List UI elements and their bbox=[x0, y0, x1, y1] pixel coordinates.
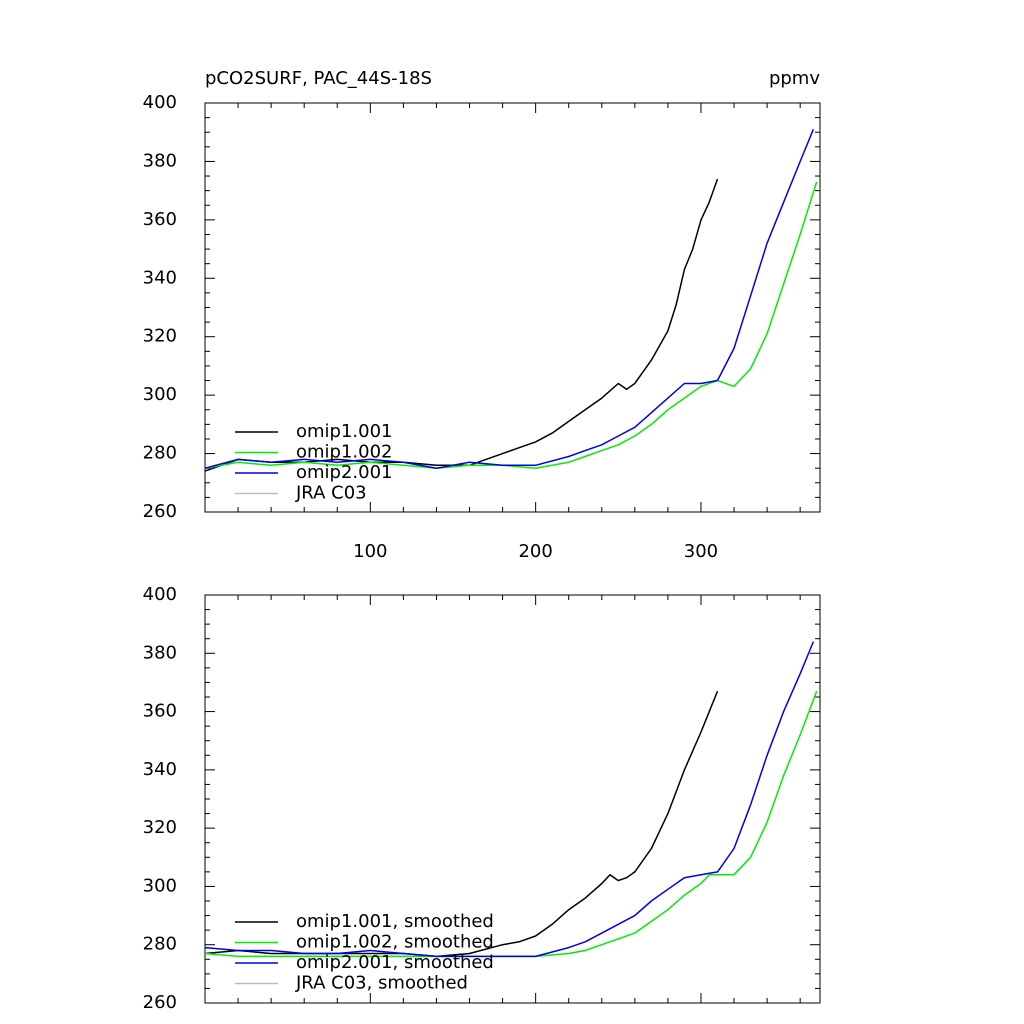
legend-entry: JRA C03, smoothed bbox=[295, 973, 468, 994]
y-tick-label: 360 bbox=[143, 701, 177, 722]
panel-bottom: 260 280 300 320 340 360 380 400 omip1.001, smoot… bbox=[143, 584, 821, 1013]
legend-entry: JRA C03 bbox=[295, 483, 367, 504]
y-tick-label: 320 bbox=[143, 817, 177, 838]
legend-entry: omip1.002 bbox=[296, 442, 393, 463]
legend-entry: omip2.001, smoothed bbox=[296, 952, 494, 973]
series-line-0 bbox=[204, 178, 719, 472]
y-tick-label: 400 bbox=[143, 584, 177, 605]
y-tick-label: 400 bbox=[143, 92, 177, 113]
legend-entry: omip1.002, smoothed bbox=[296, 932, 494, 953]
y-tick-label: 260 bbox=[143, 992, 177, 1013]
y-tick-label: 300 bbox=[143, 384, 177, 405]
y-tick-label: 320 bbox=[143, 326, 177, 347]
y-tick-label: 260 bbox=[143, 501, 177, 522]
y-tick-label: 380 bbox=[143, 150, 177, 171]
legend-entry: omip1.001 bbox=[296, 421, 393, 442]
y-tick-label: 360 bbox=[143, 209, 177, 230]
panel-top: 260 280 300 320 340 360 380 400 100 200 300 omip1.0… bbox=[143, 92, 821, 562]
legend-entry: omip1.001, smoothed bbox=[296, 911, 494, 932]
x-tick-label: 100 bbox=[353, 541, 387, 562]
series-line-2 bbox=[204, 641, 815, 958]
y-tick-label: 300 bbox=[143, 875, 177, 896]
x-tick-label: 200 bbox=[518, 541, 552, 562]
y-tick-label: 280 bbox=[143, 934, 177, 955]
legend-entry: omip2.001 bbox=[296, 462, 393, 483]
x-tick-label: 300 bbox=[684, 541, 718, 562]
chart-title: pCO2SURF, PAC_44S-18S bbox=[205, 68, 432, 89]
y-tick-label: 280 bbox=[143, 443, 177, 464]
y-tick-label: 340 bbox=[143, 759, 177, 780]
series-line-2 bbox=[204, 129, 815, 469]
series-line-1 bbox=[204, 181, 818, 469]
y-tick-label: 340 bbox=[143, 267, 177, 288]
units-label: ppmv bbox=[769, 68, 820, 89]
y-tick-label: 380 bbox=[143, 642, 177, 663]
series-line-1 bbox=[204, 690, 818, 958]
